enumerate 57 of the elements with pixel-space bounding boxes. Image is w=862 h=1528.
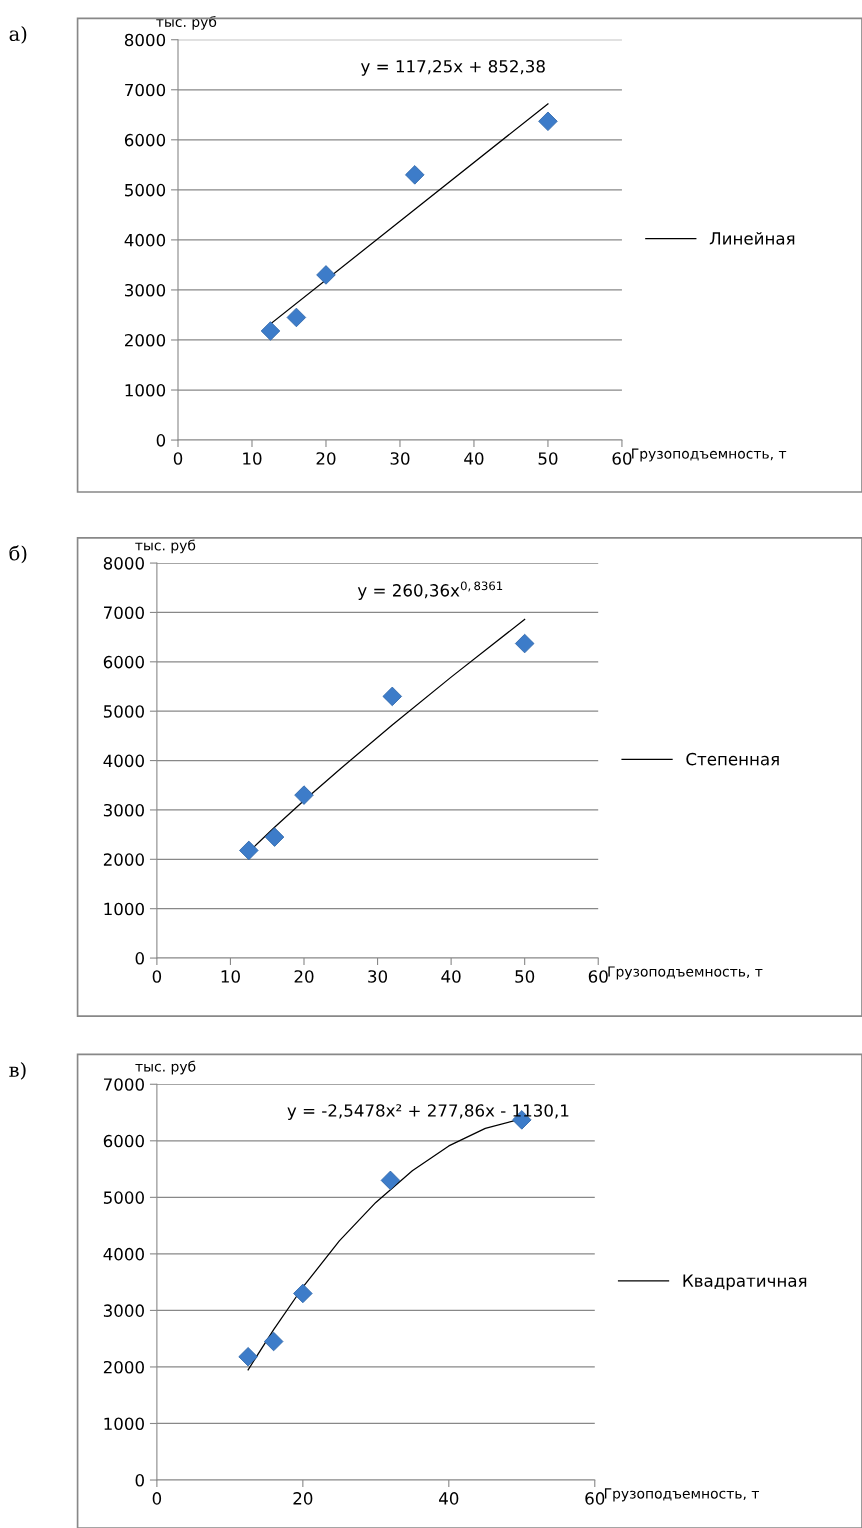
y-tick-label: 7000	[104, 606, 144, 620]
y-tick-label: 8000	[103, 557, 144, 570]
x-axis-title: Грузоподъемность, т	[604, 1488, 760, 1502]
x-tick-label: 60	[588, 970, 608, 983]
y-axis-title: тыс. руб	[135, 1060, 196, 1075]
x-tick-label: 30	[390, 452, 410, 465]
x-tick-label: 10	[221, 970, 240, 983]
text: в)	[9, 1061, 26, 1080]
x-tick-label: 40	[464, 452, 484, 465]
x-tick-label: 40	[439, 1492, 459, 1505]
y-tick-label: 6000	[124, 133, 166, 147]
y-tick-label: 4000	[103, 1247, 144, 1261]
y-tick-label: 0	[135, 952, 144, 965]
legend-label: Линейная	[709, 231, 795, 245]
y-tick-label: 2000	[103, 853, 144, 866]
x-tick-label: 20	[294, 970, 314, 983]
y-tick-label: 1000	[125, 383, 166, 397]
y-tick-label: 4000	[103, 754, 144, 768]
y-axis-title: тыс. руб	[135, 539, 196, 554]
legend-label: Квадратичная	[683, 1274, 807, 1291]
y-tick-label: 8000	[124, 33, 166, 47]
x-tick-label: 50	[538, 452, 558, 465]
text: б)	[9, 545, 27, 564]
y-axis-title: тыс. руб	[156, 16, 217, 30]
annotation: y = 117,25x + 852,38	[360, 59, 545, 76]
x-tick-label: 30	[368, 970, 388, 983]
x-axis-title: Грузоподъемность, т	[608, 966, 763, 980]
y-tick-label: 2000	[125, 333, 166, 347]
x-tick-label: 60	[585, 1492, 605, 1505]
y-tick-label: 3000	[103, 1304, 144, 1317]
x-axis-title: Грузоподъемность, т	[632, 448, 787, 462]
y-tick-label: 5000	[103, 705, 144, 718]
legend-label: Степенная	[686, 752, 779, 766]
annotation: y = 260,36x$^{0,8361}$	[357, 581, 503, 600]
y-tick-label: 7000	[125, 83, 166, 97]
y-tick-label: 6000	[103, 1134, 144, 1148]
y-tick-label: 1000	[104, 902, 144, 916]
x-tick-label: 60	[612, 452, 632, 465]
x-tick-label: 50	[515, 970, 535, 983]
x-tick-label: 10	[243, 452, 262, 465]
y-tick-label: 5000	[125, 183, 166, 197]
y-tick-label: 2000	[103, 1360, 144, 1374]
x-tick-label: 20	[293, 1492, 313, 1505]
x-tick-label: 40	[441, 970, 461, 983]
y-tick-label: 3000	[103, 803, 144, 817]
y-tick-label: 4000	[124, 233, 166, 247]
y-tick-label: 0	[135, 1473, 144, 1487]
x-tick-label: 0	[173, 452, 183, 465]
y-tick-label: 0	[156, 434, 166, 447]
y-tick-label: 1000	[104, 1417, 144, 1431]
y-tick-label: 7000	[104, 1078, 144, 1091]
annotation: y = -2,5478x² + 277,86x - 1130,1	[287, 1104, 569, 1121]
y-tick-label: 5000	[103, 1191, 144, 1204]
y-tick-label: 6000	[103, 655, 144, 669]
x-tick-label: 20	[316, 452, 336, 465]
y-tick-label: 3000	[125, 283, 166, 297]
text: а)	[9, 25, 27, 44]
